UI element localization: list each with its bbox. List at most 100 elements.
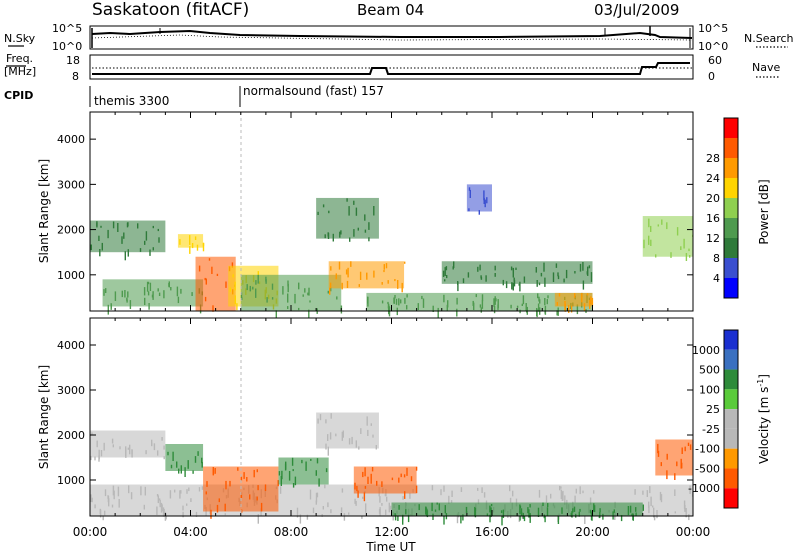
power-region-4-cell — [234, 295, 236, 305]
power-region-0-cell — [124, 290, 126, 298]
power-region-11-cell — [355, 207, 358, 216]
power-region-5-cell — [294, 293, 296, 304]
power-region-10-cell — [666, 222, 668, 230]
velocity-region-0-cell — [460, 487, 463, 492]
power-region-7-cell — [387, 301, 389, 305]
power-region-0-cell — [121, 290, 123, 298]
power-region-10-cell — [648, 235, 650, 245]
velocity-region-0-cell — [201, 486, 204, 490]
velocity-region-0-cell — [582, 490, 584, 494]
power-region-7-cell — [473, 302, 475, 310]
power-region-10-cell — [689, 255, 691, 258]
power-colorbar-swatch-1 — [724, 258, 738, 278]
power-region-8-cell — [518, 283, 520, 286]
velocity-region-4-cell — [642, 504, 644, 511]
cpid-program-themis: themis 3300 — [94, 94, 169, 108]
power-region-6-cell — [394, 279, 396, 282]
power-region-5-cell — [308, 287, 310, 296]
power-region-9-cell — [590, 296, 592, 305]
beam-label: Beam 04 — [357, 1, 424, 19]
power-region-5-cell — [266, 297, 268, 303]
velocity-region-0-cell — [656, 510, 658, 519]
power-region-6-cell — [401, 282, 403, 293]
velocity-region-3-cell — [400, 473, 402, 478]
power-ylabel: Slant Range [km] — [37, 159, 51, 263]
power-region-10-cell — [670, 252, 672, 258]
velocity-region-6-cell — [129, 444, 131, 455]
velocity-region-4-cell — [579, 508, 581, 512]
velocity-colorbar-swatch-4 — [724, 409, 738, 429]
power-region-2-cell — [189, 235, 191, 245]
power-region-10-cell — [680, 246, 682, 250]
velocity-region-6-cell — [163, 456, 165, 460]
velocity-region-8-cell — [367, 429, 369, 436]
power-ytick-label-3: 4000 — [57, 133, 85, 146]
velocity-region-5-cell — [657, 443, 659, 454]
velocity-region-6-cell — [112, 444, 114, 448]
velocity-region-4-cell — [613, 509, 615, 513]
power-region-5-cell — [302, 294, 304, 297]
velocity-region-0-cell — [205, 506, 207, 517]
velocity-region-0-cell — [648, 505, 650, 514]
velocity-region-7-cell — [201, 461, 203, 468]
power-region-7-cell — [404, 297, 406, 304]
velocity-region-4-cell — [460, 515, 462, 524]
velocity-region-3-cell — [371, 467, 374, 472]
velocity-region-4-cell — [519, 516, 521, 521]
power-region-11-cell — [322, 204, 325, 208]
power-region-8-cell — [480, 276, 483, 280]
freq-ytick-top: 18 — [66, 54, 80, 67]
velocity-region-0-cell — [674, 489, 676, 496]
power-colorbar-swatch-6 — [724, 158, 738, 178]
power-region-4-cell — [229, 287, 231, 292]
power-region-5-cell — [246, 284, 248, 291]
velocity-region-0-cell — [652, 505, 654, 508]
velocity-region-2-cell — [315, 470, 317, 476]
velocity-region-8-cell — [329, 432, 332, 440]
power-region-7-cell — [432, 305, 434, 312]
velocity-region-0-cell — [104, 489, 107, 497]
power-region-3-cell — [208, 258, 211, 261]
velocity-region-0-cell — [646, 490, 648, 497]
power-region-7-cell — [480, 307, 482, 313]
velocity-region-0-cell — [559, 485, 561, 491]
velocity-region-4-cell — [570, 512, 572, 517]
velocity-colorbar-swatch-2 — [724, 369, 738, 390]
velocity-region-6-cell — [125, 448, 127, 458]
time-tick-label-4: 16:00 — [475, 525, 510, 539]
velocity-region-3-cell — [391, 477, 394, 481]
power-region-12-cell — [484, 199, 486, 208]
power-region-1-cell — [99, 249, 101, 257]
velocity-region-0-cell — [182, 505, 184, 511]
power-panel: 1000 2000 3000 4000 Slant Range [km] — [37, 111, 694, 319]
velocity-region-0-cell — [309, 489, 312, 500]
velocity-region-0-cell — [388, 502, 390, 513]
power-region-0-cell — [144, 297, 146, 305]
velocity-region-2-cell — [284, 463, 287, 471]
power-region-11-cell — [327, 232, 330, 239]
power-region-7-cell — [367, 297, 369, 307]
velocity-region-4-cell — [490, 504, 493, 507]
velocity-region-0-cell — [118, 499, 120, 508]
velocity-region-0-cell — [157, 495, 159, 504]
velocity-region-0-cell — [108, 498, 110, 507]
velocity-region-5-cell — [687, 442, 690, 446]
power-region-8-cell — [565, 269, 568, 279]
velocity-region-0-cell — [348, 512, 350, 515]
velocity-region-6-cell — [131, 449, 133, 458]
velocity-colorbar-tick-0: 1000 — [692, 344, 720, 357]
power-region-5-cell — [265, 276, 267, 282]
velocity-region-1-cell — [257, 485, 259, 491]
velocity-region-0-cell — [156, 506, 158, 515]
power-region-8-cell — [446, 275, 448, 279]
velocity-region-3-cell — [364, 467, 366, 477]
power-region-5-cell — [255, 288, 257, 298]
power-region-7-cell — [576, 304, 579, 315]
velocity-region-0-cell — [509, 485, 511, 492]
power-region-9-cell — [586, 293, 589, 296]
velocity-region-4-cell — [591, 513, 593, 521]
power-region-0-cell — [147, 281, 150, 285]
power-region-8-cell — [523, 276, 526, 283]
velocity-region-4-cell — [462, 514, 464, 521]
